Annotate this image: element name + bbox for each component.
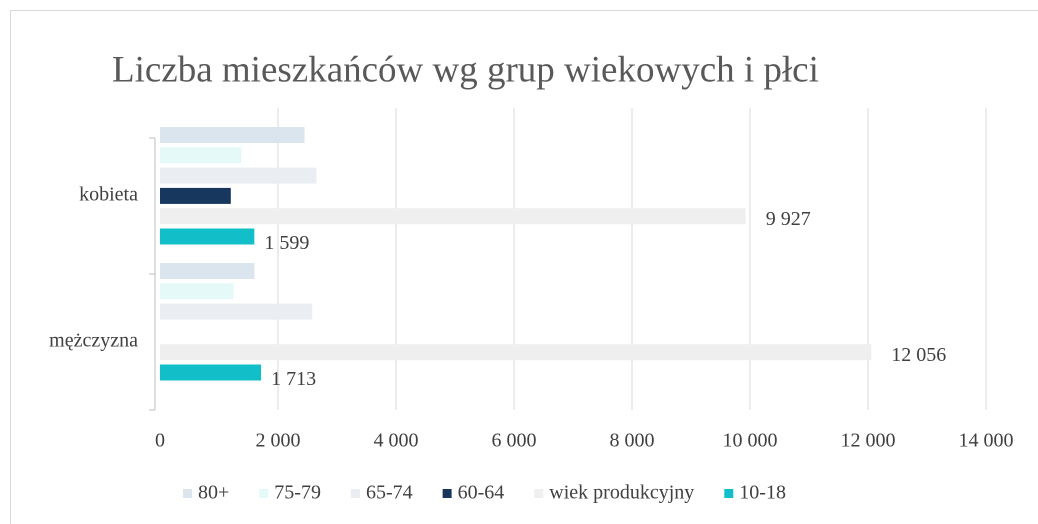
bar (160, 364, 262, 381)
y-tick-label: kobieta (79, 184, 138, 206)
bar (160, 167, 317, 184)
x-tick-label: 4 000 (374, 430, 419, 452)
legend-label: 65-74 (366, 482, 413, 504)
chart-title: Liczba mieszkańców wg grup wiekowych i p… (112, 49, 819, 90)
x-tick-label: 0 (155, 430, 165, 452)
legend-label: 80+ (198, 482, 229, 504)
legend-marker (350, 489, 360, 498)
data-label: 1 599 (264, 232, 309, 254)
legend-label: 75-79 (274, 482, 321, 504)
x-tick-label: 2 000 (256, 430, 301, 452)
bar (160, 208, 746, 225)
bar (160, 263, 255, 279)
x-tick-label: 14 000 (959, 430, 1014, 452)
data-label: 1 713 (271, 368, 316, 390)
bar (160, 127, 305, 143)
y-tick-label: mężczyzna (49, 330, 138, 352)
x-tick-label: 10 000 (723, 430, 778, 452)
bar (160, 147, 242, 164)
bar (160, 303, 313, 320)
legend-marker (724, 489, 734, 498)
legend-label: 10-18 (739, 482, 786, 504)
data-label: 9 927 (766, 208, 811, 230)
bar (160, 283, 234, 300)
bar (160, 187, 231, 204)
legend-marker (259, 489, 269, 498)
legend-marker (534, 489, 544, 498)
bar (160, 344, 872, 361)
x-tick-label: 8 000 (610, 430, 655, 452)
x-tick-label: 6 000 (492, 430, 537, 452)
legend-label: 60-64 (458, 482, 505, 504)
bar (160, 228, 255, 245)
x-tick-label: 12 000 (841, 430, 896, 452)
legend-marker (183, 489, 192, 498)
data-label: 12 056 (891, 344, 946, 366)
legend-marker (442, 489, 452, 498)
legend-label: wiek produkcyjny (549, 482, 694, 504)
